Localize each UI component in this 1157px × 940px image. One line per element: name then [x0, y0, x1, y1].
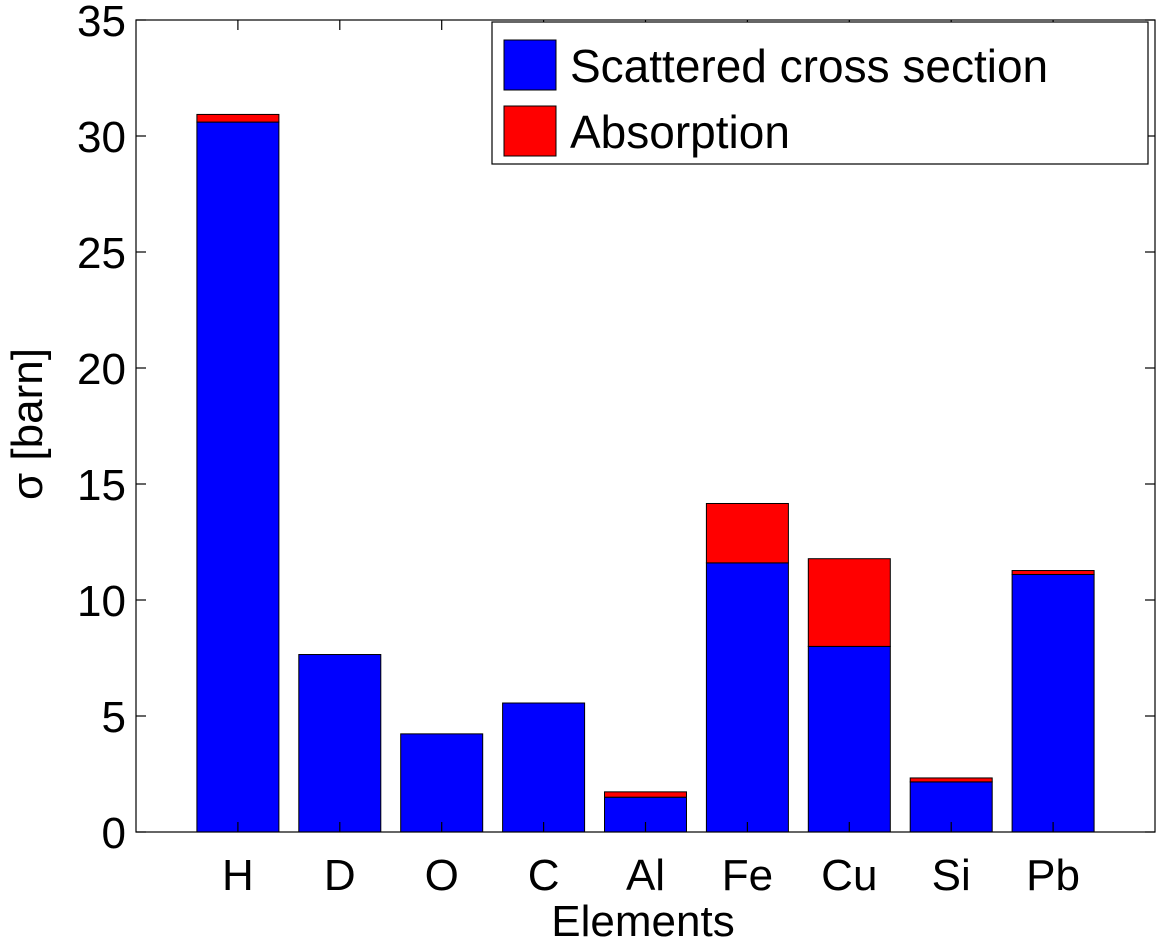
- x-tick-label-pb: Pb: [1026, 851, 1080, 900]
- y-axis-ticks: 0 5 10 15 20 25 30 35: [77, 0, 1155, 858]
- bar-al-absorption: [604, 791, 687, 798]
- x-axis-ticks: H D O C Al Fe Cu Si Pb: [222, 20, 1080, 900]
- bar-cu-absorption: [807, 558, 891, 647]
- legend: Scattered cross section Absorption: [491, 21, 1149, 165]
- bar-h-absorption: [196, 113, 280, 123]
- x-tick-label-h: H: [222, 851, 254, 900]
- y-tick-label: 30: [77, 113, 126, 162]
- y-tick-label: 10: [77, 577, 126, 626]
- bar-fe-absorption: [705, 502, 789, 564]
- y-tick-label: 35: [77, 0, 126, 46]
- bar-pb-scattered: [1011, 573, 1095, 833]
- y-tick-label: 5: [102, 693, 126, 742]
- y-tick-label: 0: [102, 809, 126, 858]
- x-axis-label: Elements: [551, 897, 734, 940]
- x-tick-label-cu: Cu: [821, 851, 877, 900]
- legend-swatch-absorption: [503, 105, 557, 157]
- x-tick-label-c: C: [528, 851, 560, 900]
- y-tick-label: 15: [77, 461, 126, 510]
- x-tick-label-fe: Fe: [722, 851, 773, 900]
- plot-frame: [135, 19, 1156, 833]
- y-axis-label: σ [barn]: [3, 348, 52, 500]
- legend-label-absorption: Absorption: [570, 106, 790, 158]
- y-tick-label: 20: [77, 345, 126, 394]
- legend-box: [491, 21, 1149, 165]
- bar-o-scattered: [400, 733, 484, 833]
- legend-label-scattered: Scattered cross section: [570, 40, 1048, 92]
- bar-fe-scattered: [705, 562, 789, 833]
- bar-pb-absorption: [1011, 570, 1095, 575]
- bar-cu-scattered: [807, 645, 891, 833]
- x-tick-label-d: D: [324, 851, 356, 900]
- bar-d-scattered: [298, 654, 382, 833]
- bars: [196, 113, 1095, 833]
- bar-si-absorption: [909, 777, 993, 783]
- legend-swatch-scattered: [503, 39, 557, 91]
- x-tick-label-al: Al: [626, 851, 665, 900]
- x-tick-label-si: Si: [932, 851, 971, 900]
- y-tick-label: 25: [77, 229, 126, 278]
- bar-h-scattered: [196, 121, 280, 833]
- bar-c-scattered: [502, 702, 586, 833]
- x-tick-label-o: O: [425, 851, 459, 900]
